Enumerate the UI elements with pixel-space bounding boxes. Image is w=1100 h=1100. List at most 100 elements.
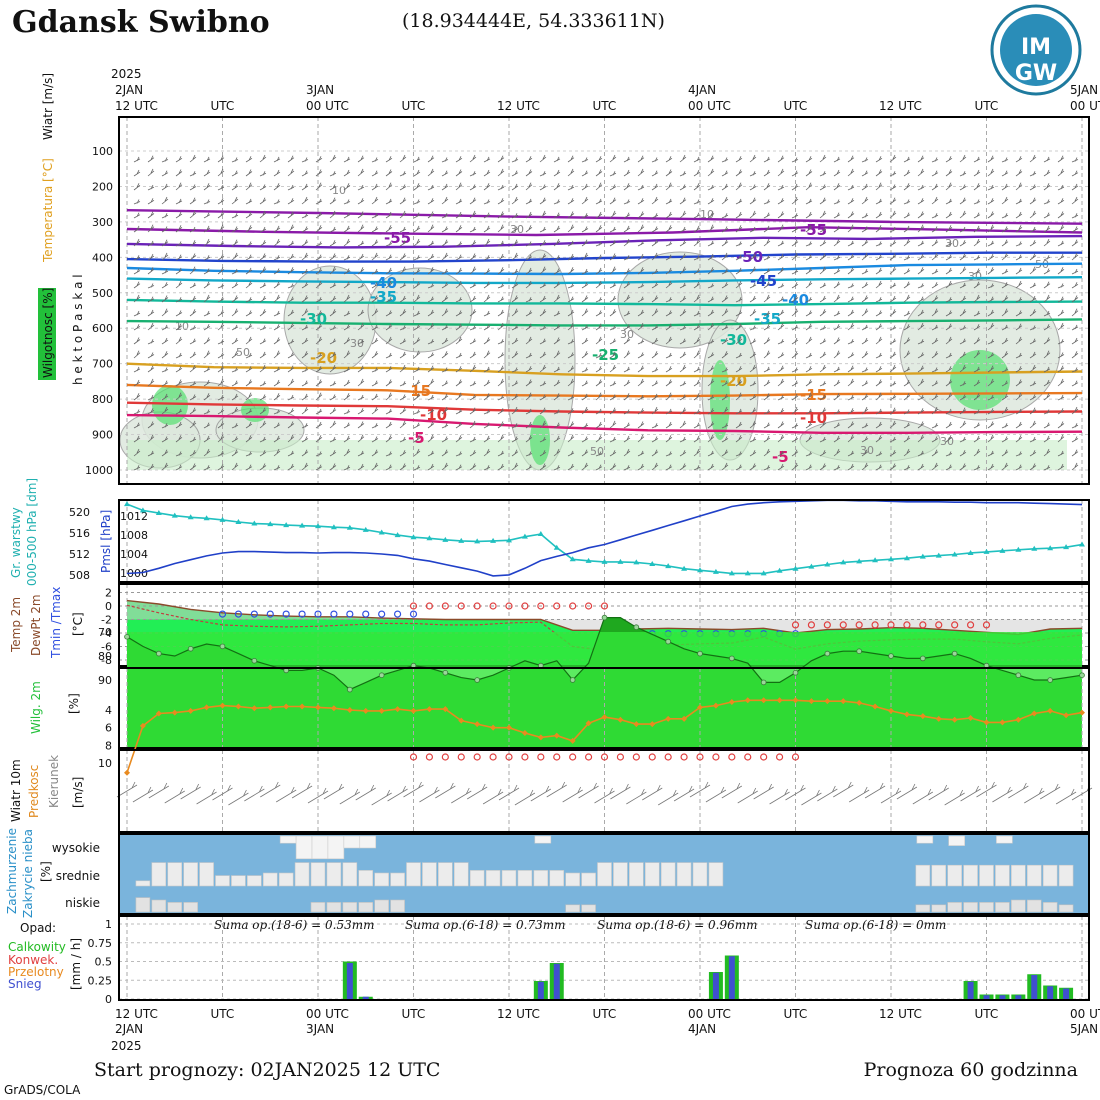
thickness-point — [378, 529, 385, 535]
wind-barb — [511, 423, 519, 429]
gust-marker — [537, 753, 545, 761]
wind-barb — [861, 239, 869, 247]
top-date-label: 4JAN — [688, 83, 716, 97]
mid-cloud-bar — [310, 862, 326, 887]
wind-barb — [945, 211, 953, 219]
wind-direction-barb — [562, 786, 583, 803]
wind-direction-barb — [116, 781, 138, 798]
wind-barb — [791, 282, 799, 289]
wind-barb — [1015, 198, 1023, 205]
wind-barb — [959, 154, 967, 163]
gust-marker — [680, 753, 688, 761]
tmax-point — [600, 602, 609, 610]
wind-barb — [483, 324, 491, 331]
wind-barb — [917, 198, 925, 205]
wind-barb — [511, 239, 519, 247]
wind-barb — [301, 196, 309, 205]
wind-barb — [259, 282, 267, 289]
wind-direction-barb — [291, 782, 313, 799]
wind-barb — [189, 210, 197, 219]
wind-barb — [847, 322, 855, 331]
bottom-time-axis: 12 UTC UTC 00 UTC UTC 12 UTC UTC 00 UTC UTC 12 U… — [111, 1007, 1100, 1053]
wind-barb — [1057, 394, 1065, 401]
mid-cloud-bar — [406, 862, 421, 887]
humidity-contour-label: 50 — [236, 346, 250, 359]
wind-barb — [1057, 267, 1065, 275]
wind-barb — [749, 253, 757, 261]
wind-barb — [721, 239, 729, 247]
wind-barb — [987, 463, 995, 471]
isotherm-line — [126, 251, 1082, 263]
wind-barb — [945, 435, 953, 443]
wind-barb — [903, 409, 911, 415]
wind-barb — [483, 422, 491, 429]
wind-barb — [595, 421, 603, 429]
wind-barb — [819, 295, 827, 303]
thickness-point — [187, 514, 194, 520]
wind-barb — [763, 310, 771, 317]
wind-direction-barb — [1055, 788, 1077, 805]
wind-barb — [847, 352, 855, 359]
wind-label: Wiatr [m/s] — [41, 73, 55, 140]
wind-barb — [791, 423, 799, 429]
wind-barb — [175, 297, 183, 303]
wind-barb — [203, 448, 211, 457]
wind-barb — [917, 184, 925, 191]
station-coordinates: (18.934444E, 54.333611N) — [402, 10, 665, 32]
wind-barb — [735, 451, 743, 457]
wind-barb — [693, 393, 701, 401]
wind-barb — [1057, 421, 1065, 429]
wind-barb — [287, 434, 295, 443]
wind-barb — [315, 211, 323, 219]
precip-snow-bar — [537, 981, 544, 999]
wind-tick: 8 — [105, 739, 112, 752]
tmax-point — [425, 602, 434, 610]
wind-barb — [511, 226, 519, 233]
wind-barb — [343, 294, 351, 303]
wind-barb — [483, 169, 491, 177]
wind-barb — [525, 464, 533, 471]
wind-barb — [665, 435, 673, 443]
wind-barb — [371, 337, 379, 345]
wind-barb — [245, 198, 253, 205]
isotherm-label: -40 — [782, 291, 809, 309]
wind-barb — [609, 364, 617, 373]
wind-barb — [847, 296, 855, 303]
wind-barb — [903, 422, 911, 429]
wind-barb — [497, 283, 505, 289]
wilg2m-label: Wilg. 2m — [29, 681, 43, 734]
wind-tick: 4 — [105, 704, 112, 717]
wind-barb — [455, 169, 463, 177]
wind-barb — [917, 211, 925, 219]
thickness-point — [442, 536, 449, 542]
wind-barb — [399, 407, 407, 415]
isotherm-line — [126, 318, 1083, 327]
wind-speed-point — [267, 704, 274, 711]
wind-barb — [343, 310, 351, 317]
wind-barb — [833, 337, 841, 345]
wind-barb — [623, 422, 631, 429]
wind-barb — [371, 295, 379, 303]
precip-sum-annotation: Suma op.(18-6) = 0.96mm — [597, 918, 758, 932]
tminmax-label: Tmin /Tmax — [49, 587, 63, 659]
wind-barb — [399, 325, 407, 331]
wind-barb — [1057, 434, 1065, 443]
wind-barb — [329, 325, 337, 331]
wind-barb — [175, 408, 183, 415]
wind-barb — [539, 282, 547, 289]
wind-direction-barb — [275, 786, 297, 803]
wind-barb — [847, 224, 855, 233]
wind-barb — [1071, 337, 1079, 345]
wind-barb — [847, 283, 855, 289]
wind-barb — [385, 211, 393, 219]
wind-barb — [749, 325, 757, 331]
wind-barb — [763, 169, 771, 177]
wind-barb — [875, 435, 883, 443]
wind-barb — [1029, 463, 1037, 471]
wind-barb — [623, 324, 631, 331]
tmax-point — [823, 621, 831, 629]
wind-barb — [1043, 310, 1051, 317]
wind-barb — [875, 336, 883, 345]
wind-speed-point — [824, 698, 831, 705]
wind-barb — [203, 409, 211, 415]
